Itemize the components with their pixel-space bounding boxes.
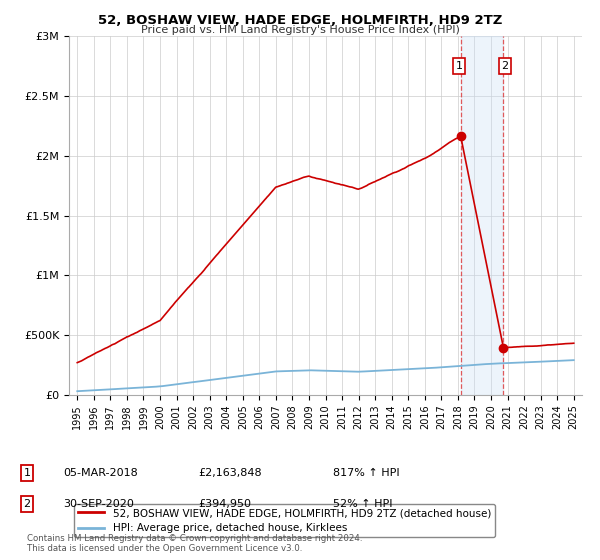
Text: 817% ↑ HPI: 817% ↑ HPI [333,468,400,478]
Legend: 52, BOSHAW VIEW, HADE EDGE, HOLMFIRTH, HD9 2TZ (detached house), HPI: Average pr: 52, BOSHAW VIEW, HADE EDGE, HOLMFIRTH, H… [74,504,495,538]
Text: Price paid vs. HM Land Registry's House Price Index (HPI): Price paid vs. HM Land Registry's House … [140,25,460,35]
Text: 2: 2 [23,499,31,509]
Text: 52, BOSHAW VIEW, HADE EDGE, HOLMFIRTH, HD9 2TZ: 52, BOSHAW VIEW, HADE EDGE, HOLMFIRTH, H… [98,14,502,27]
Text: 1: 1 [455,61,463,71]
Text: £2,163,848: £2,163,848 [198,468,262,478]
Text: 05-MAR-2018: 05-MAR-2018 [63,468,138,478]
Text: 2: 2 [502,61,509,71]
Text: 52% ↑ HPI: 52% ↑ HPI [333,499,392,509]
Text: Contains HM Land Registry data © Crown copyright and database right 2024.
This d: Contains HM Land Registry data © Crown c… [27,534,362,553]
Bar [461,36,503,395]
Text: 30-SEP-2020: 30-SEP-2020 [63,499,134,509]
Text: 1: 1 [23,468,31,478]
Text: £394,950: £394,950 [198,499,251,509]
